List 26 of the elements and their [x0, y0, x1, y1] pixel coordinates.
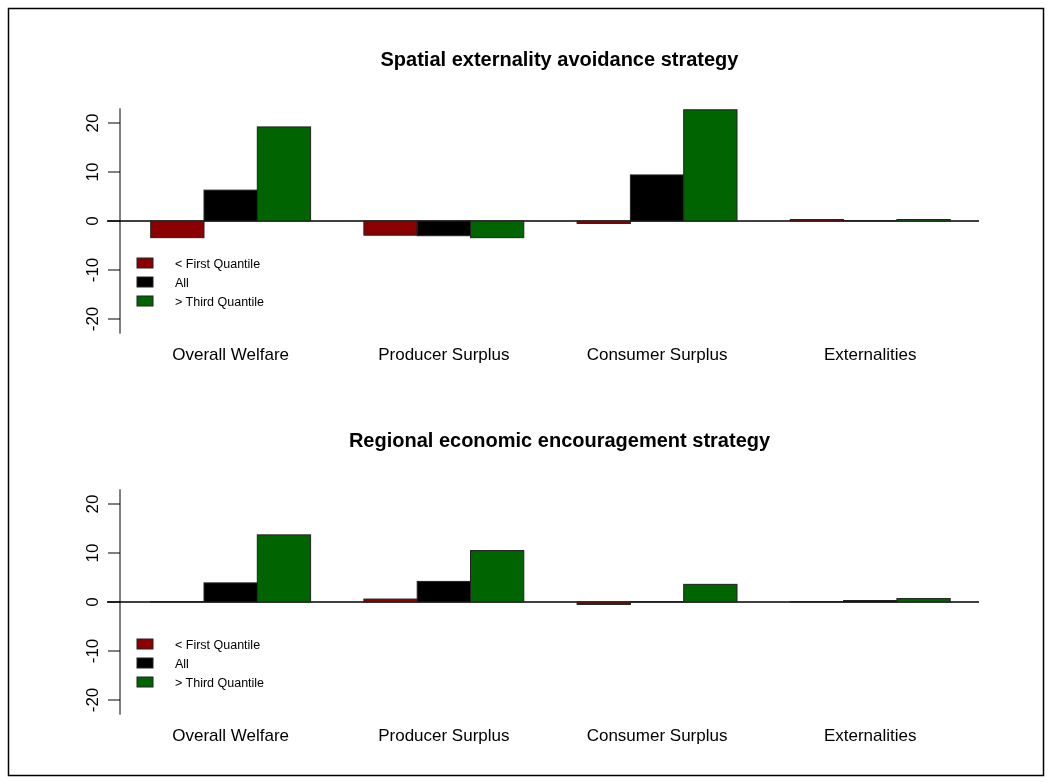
y-tick-label: 10: [83, 543, 102, 563]
y-tick-label: 0: [83, 597, 102, 607]
x-tick-label: Overall Welfare: [172, 725, 290, 745]
chart-title: Regional economic encouragement strategy: [348, 429, 771, 451]
y-tick-label: 10: [83, 162, 102, 182]
y-tick-label: -20: [83, 687, 102, 713]
x-tick-label: Producer Surplus: [378, 725, 510, 745]
x-tick-label: Externalities: [823, 725, 917, 745]
legend-label: > Third Quantile: [175, 295, 265, 309]
legend-label: < First Quantile: [175, 257, 261, 271]
legend-label: > Third Quantile: [175, 676, 265, 690]
legend-label: < First Quantile: [175, 638, 261, 652]
y-tick-label: 20: [83, 494, 102, 514]
x-tick-label: Externalities: [823, 344, 917, 364]
x-tick-label: Consumer Surplus: [586, 344, 728, 364]
legend-label: All: [175, 657, 189, 671]
y-tick-label: -20: [83, 306, 102, 332]
y-tick-label: -10: [83, 257, 102, 283]
x-tick-label: Producer Surplus: [378, 344, 510, 364]
legend-label: All: [175, 276, 189, 290]
x-tick-label: Consumer Surplus: [586, 725, 728, 745]
y-tick-label: 0: [83, 216, 102, 226]
chart-title: Spatial externality avoidance strategy: [380, 48, 740, 70]
y-tick-label: -10: [83, 638, 102, 664]
x-tick-label: Overall Welfare: [172, 344, 290, 364]
y-tick-label: 20: [83, 113, 102, 133]
